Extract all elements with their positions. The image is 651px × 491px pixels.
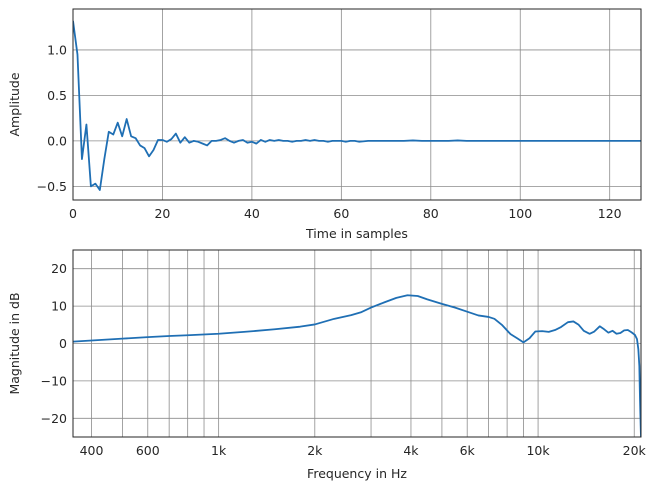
x-tick-label: 400 <box>80 443 104 458</box>
x-tick-label: 100 <box>508 206 532 221</box>
chart-panel-1: 0 20 40 60 80 100 120 −0.5 0.0 0.5 1.0 Time in samp… <box>7 8 642 241</box>
axes-frame <box>72 249 642 438</box>
x-tick-label: 80 <box>423 206 439 221</box>
y-tick-label: 0 <box>59 336 67 351</box>
y-tick-label: 0.5 <box>47 88 67 103</box>
x-tick-label: 60 <box>333 206 349 221</box>
y-tick-label: 10 <box>51 299 67 314</box>
y-axis-label: Amplitude <box>7 72 22 136</box>
y-tick-label: 0.0 <box>47 133 67 148</box>
x-tick-label: 600 <box>136 443 160 458</box>
axes-frame <box>72 8 642 201</box>
series-line-1 <box>73 20 641 191</box>
x-axis-label: Time in samples <box>305 226 408 241</box>
x-axis-label: Frequency in Hz <box>307 466 407 481</box>
y-tick-label: −20 <box>41 411 67 426</box>
x-tick-label: 1k <box>211 443 227 458</box>
chart-panel-2: 400 600 1k 2k 4k 6k 10k 20k −20 −10 0 10 20 Frequency… <box>7 249 647 481</box>
y-tick-label: −10 <box>41 373 67 388</box>
x-tick-label: 20 <box>154 206 170 221</box>
y-tick-label: −0.5 <box>37 179 67 194</box>
x-tick-label: 6k <box>460 443 476 458</box>
y-axis-label: Magnitude in dB <box>7 292 22 394</box>
y-tick-label: 1.0 <box>47 42 67 57</box>
x-tick-label: 40 <box>244 206 260 221</box>
x-tick-label: 4k <box>403 443 419 458</box>
x-tick-label: 0 <box>69 206 77 221</box>
x-tick-label: 20k <box>623 443 647 458</box>
x-tick-label: 10k <box>526 443 550 458</box>
series-line-1 <box>73 294 641 437</box>
x-tick-label: 120 <box>598 206 622 221</box>
y-tick-label: 20 <box>51 261 67 276</box>
x-tick-label: 2k <box>307 443 323 458</box>
